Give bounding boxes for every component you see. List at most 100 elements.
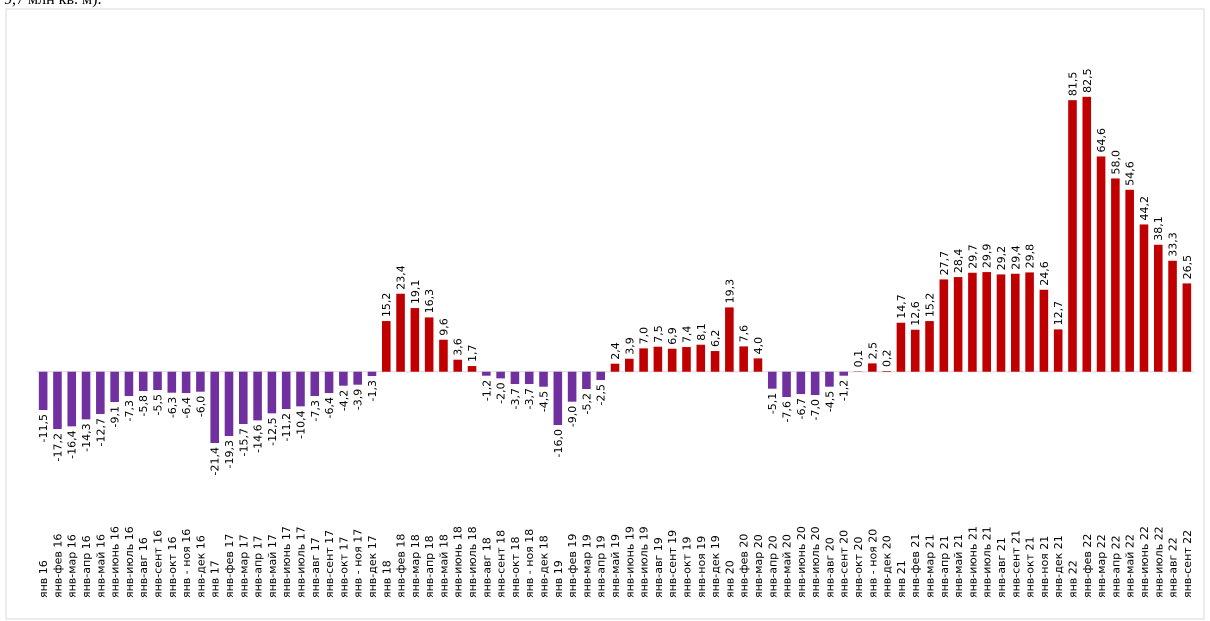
x-tick-label: янв-сент 16 <box>152 530 165 598</box>
x-tick-label: янв-сент 18 <box>495 530 508 598</box>
x-tick-label: янв 20 <box>723 560 736 598</box>
bar <box>153 371 162 391</box>
x-tick-label: янв-фев 21 <box>909 534 922 598</box>
value-label: 29,7 <box>966 244 979 269</box>
bar <box>310 371 320 397</box>
x-tick-label: янв-авг 20 <box>823 537 836 598</box>
x-tick-label: янв-сент 17 <box>323 530 336 598</box>
x-tick-label: янв 16 <box>37 560 50 598</box>
bar <box>968 272 977 372</box>
value-label: 81,5 <box>1066 72 1079 97</box>
x-tick-label: янв-мар 22 <box>1095 534 1108 598</box>
value-label: 44,2 <box>1138 196 1151 221</box>
bar <box>38 371 48 411</box>
value-label: 29,2 <box>995 246 1008 271</box>
x-tick-label: янв-июнь 22 <box>1138 526 1151 598</box>
x-tick-label: янв-июль 19 <box>638 526 651 598</box>
value-label: 23,4 <box>395 265 408 290</box>
bar <box>439 339 448 372</box>
value-label: 8,1 <box>695 323 708 341</box>
bar <box>1053 329 1063 372</box>
value-label: -11,2 <box>280 413 293 441</box>
value-label: -17,2 <box>51 433 64 461</box>
x-tick-label: янв - ноя 16 <box>180 529 193 598</box>
x-tick-label: янв-апр 18 <box>423 535 436 598</box>
x-tick-label: янв-дек 20 <box>881 535 894 598</box>
x-tick-label: янв-апр 17 <box>252 535 265 598</box>
x-tick-label: янв-окт 16 <box>166 536 179 598</box>
x-tick-label: янв-июнь 21 <box>966 526 979 598</box>
value-label: -11,5 <box>37 414 50 442</box>
x-tick-label: янв-июль 20 <box>809 526 822 598</box>
value-label: 33,3 <box>1167 232 1180 257</box>
x-tick-label: янв-май 21 <box>952 534 965 598</box>
value-label: -7,0 <box>809 399 822 420</box>
value-label: 12,6 <box>909 301 922 326</box>
value-label: 29,8 <box>1024 244 1037 269</box>
bar <box>239 371 248 425</box>
value-label: 0,2 <box>881 350 894 368</box>
bar <box>281 371 291 410</box>
value-label: 4,0 <box>752 337 765 355</box>
bar <box>739 346 748 372</box>
value-label: 3,6 <box>452 338 465 356</box>
bar <box>1082 96 1092 372</box>
value-label: -21,4 <box>209 447 222 475</box>
bar <box>1153 244 1163 372</box>
bar <box>224 371 234 437</box>
bar <box>1011 273 1020 372</box>
value-label: 15,2 <box>924 293 937 318</box>
value-label: -1,3 <box>366 380 379 401</box>
x-tick-label: янв - ноя 18 <box>523 529 536 598</box>
x-tick-label: янв-май 22 <box>1124 534 1137 598</box>
x-tick-label: янв-мар 16 <box>66 534 79 598</box>
x-tick-label: янв-авг 21 <box>995 537 1008 598</box>
x-tick-label: янв 19 <box>552 560 565 598</box>
chart-frame <box>5 8 1205 620</box>
x-tick-label: янв-фев 22 <box>1081 534 1094 598</box>
value-label: -4,5 <box>538 391 551 412</box>
x-tick-label: янв-май 18 <box>437 534 450 598</box>
bar <box>896 322 906 372</box>
bar <box>482 371 491 376</box>
bar <box>353 371 362 385</box>
bar <box>839 371 849 376</box>
bar <box>381 321 391 372</box>
bar <box>524 371 534 385</box>
x-tick-label: янв-дек 17 <box>366 535 379 598</box>
bar <box>267 371 277 414</box>
value-label: -6,0 <box>194 396 207 417</box>
x-tick-label: янв-апр 21 <box>938 535 951 598</box>
x-tick-label: янв-авг 19 <box>652 537 665 598</box>
value-label: -1,2 <box>480 380 493 401</box>
x-tick-label: янв - ноя 20 <box>866 529 879 598</box>
bar <box>1182 283 1192 372</box>
x-tick-label: янв-апр 22 <box>1109 535 1122 598</box>
value-label: -7,6 <box>781 401 794 422</box>
x-tick-label: янв-июнь 19 <box>623 526 636 598</box>
bar <box>825 371 834 387</box>
x-tick-label: янв - ноя 17 <box>352 529 365 598</box>
x-tick-label: янв-сент 21 <box>1009 530 1022 598</box>
value-label: 24,6 <box>1038 261 1051 286</box>
x-tick-label: янв-сент 22 <box>1181 530 1194 598</box>
bar <box>696 344 706 372</box>
value-label: 14,7 <box>895 294 908 319</box>
value-label: 1,7 <box>466 345 479 363</box>
x-tick-label: янв-сент 19 <box>666 530 679 598</box>
x-tick-label: янв-ноя 19 <box>695 536 708 598</box>
value-label: -3,7 <box>523 388 536 409</box>
value-label: 6,2 <box>709 330 722 348</box>
bar <box>782 371 791 398</box>
value-label: -6,4 <box>323 397 336 418</box>
value-label: -7,3 <box>309 400 322 421</box>
value-label: 38,1 <box>1152 216 1165 241</box>
x-tick-label: янв-апр 16 <box>80 535 93 598</box>
x-tick-label: янв-апр 20 <box>766 535 779 598</box>
value-label: -4,5 <box>823 391 836 412</box>
x-tick-label: янв-дек 21 <box>1052 535 1065 598</box>
value-label: -14,3 <box>80 423 93 451</box>
bar <box>96 371 105 415</box>
value-label: 3,9 <box>623 337 636 355</box>
bar <box>710 351 720 372</box>
